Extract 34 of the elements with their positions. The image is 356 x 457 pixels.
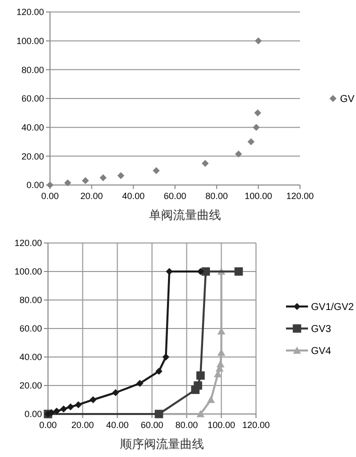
x-tick-label: 0.00 bbox=[39, 420, 57, 430]
y-tick-label: 60.00 bbox=[19, 324, 42, 334]
text: 顺序阀流量曲线 bbox=[120, 437, 204, 451]
y-tick-label: 20.00 bbox=[19, 380, 42, 391]
y-tick-label: 0.00 bbox=[26, 180, 44, 190]
legend-label: GV1/GV2 bbox=[311, 302, 354, 313]
y-tick-label: 60.00 bbox=[21, 94, 44, 104]
x-tick-label: 40.00 bbox=[106, 420, 129, 430]
y-tick-label: 100.00 bbox=[16, 36, 44, 46]
x-tick-label: 80.00 bbox=[175, 420, 198, 430]
x-tick-label: 80.00 bbox=[205, 191, 228, 201]
legend-label: GV4 bbox=[311, 346, 332, 357]
y-tick-label: 100.00 bbox=[14, 266, 42, 277]
x-tick-label: 100.00 bbox=[244, 191, 272, 201]
x-tick-label: 60.00 bbox=[164, 191, 186, 201]
y-tick-label: 80.00 bbox=[21, 64, 44, 75]
x-tick-label: 100.00 bbox=[208, 420, 236, 430]
y-tick-label: 120.00 bbox=[14, 238, 42, 248]
y-tick-label: 20.00 bbox=[21, 151, 44, 162]
x-tick-label: 0.00 bbox=[41, 191, 59, 201]
x-tick-label: 40.00 bbox=[122, 191, 145, 201]
y-tick-label: 80.00 bbox=[19, 295, 42, 306]
x-tick-label: 20.00 bbox=[80, 191, 103, 201]
y-tick-label: 40.00 bbox=[19, 352, 42, 362]
x-tick-label: 60.00 bbox=[140, 420, 164, 430]
legend-label: GV bbox=[340, 94, 355, 105]
legend-label: GV3 bbox=[311, 324, 332, 335]
text: 单阀流量曲线 bbox=[149, 208, 221, 222]
y-tick-label: 0.00 bbox=[24, 409, 42, 420]
x-tick-label: 120.00 bbox=[242, 420, 270, 430]
x-tick-label: 120.00 bbox=[286, 191, 314, 201]
x-tick-label: 20.00 bbox=[71, 420, 94, 430]
y-tick-label: 120.00 bbox=[16, 7, 44, 18]
y-tick-label: 40.00 bbox=[21, 122, 44, 132]
